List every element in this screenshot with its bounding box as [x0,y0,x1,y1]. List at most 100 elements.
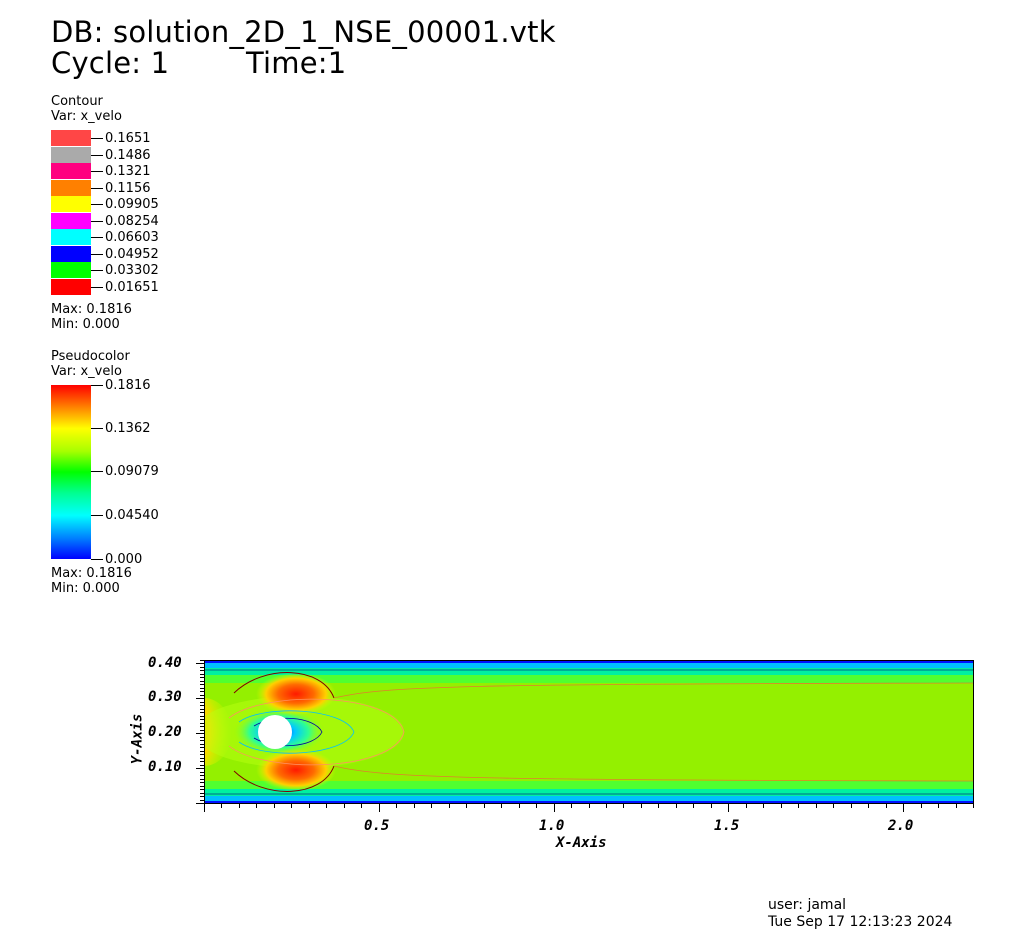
x-minor-tick [746,803,747,808]
pseudocolor-tick [91,471,103,472]
x-tick-label: 2.0 [888,818,914,834]
contour-swatch [51,262,91,278]
cylinder-obstacle [258,715,292,749]
contour-swatch [51,212,91,229]
x-minor-tick [571,803,572,808]
contour-level-label: 0.1156 [105,180,151,196]
y-minor-tick [200,723,204,724]
pseudocolor-tick-label: 0.1362 [105,421,151,436]
x-minor-tick [851,803,852,808]
top-wall-layer [204,675,974,683]
top-wall-layer [204,660,974,663]
contour-tick [91,171,103,172]
contour-tick [91,154,103,156]
y-minor-tick [200,719,204,720]
x-minor-tick [396,803,397,808]
contour-level-label: 0.03302 [105,263,159,278]
contour-swatch [51,196,91,212]
contour-level-label: 0.06603 [105,230,159,245]
y-minor-tick [200,691,204,692]
y-minor-tick [200,772,204,773]
pseudocolor-tick [91,428,103,429]
y-major-tick [196,698,204,699]
pseudocolor-tick-label: 0.1816 [105,378,151,393]
y-minor-tick [200,695,204,696]
x-minor-tick [466,803,467,808]
x-tick-label: 0.5 [364,818,390,834]
x-minor-tick [676,803,677,808]
y-minor-tick [200,775,204,776]
y-tick-label: 0.10 [148,759,182,775]
contour-swatch [51,163,91,179]
contour-line [333,682,974,699]
y-minor-tick [200,758,204,759]
contour-level-label: 0.1486 [105,147,151,163]
contour-legend-min: Min: 0.000 [51,317,120,332]
y-minor-tick [200,670,204,671]
y-minor-tick [200,765,204,766]
top-wall-layer [204,668,974,675]
contour-legend-title: Contour [51,94,103,109]
x-minor-tick [798,803,799,808]
y-minor-tick [200,667,204,668]
y-minor-tick [200,744,204,745]
x-major-tick [554,803,555,812]
timestamp-label: Tue Sep 17 12:13:23 2024 [768,914,953,930]
contour-swatch [51,146,91,163]
contour-line [233,672,335,699]
contour-level-label: 0.04952 [105,246,159,262]
y-minor-tick [200,660,204,661]
contour-swatch [51,245,91,262]
x-minor-tick [973,803,974,808]
y-minor-tick [200,779,204,780]
contour-tick [91,187,103,189]
pseudocolor-tick [91,559,103,560]
y-tick-label: 0.30 [148,689,182,705]
y-minor-tick [200,709,204,710]
contour-tick [91,270,103,271]
pseudocolor-legend-max: Max: 0.1816 [51,566,132,581]
y-minor-tick [200,740,204,741]
pseudocolor-tick [91,385,103,386]
y-minor-tick [200,747,204,748]
x-minor-tick [309,803,310,808]
bottom-wall-layer [204,781,974,789]
x-minor-tick [326,803,327,808]
x-minor-tick [589,803,590,808]
x-tick-label: 1.0 [539,818,565,834]
y-minor-tick [200,726,204,727]
y-minor-tick [200,688,204,689]
contour-line [228,698,405,766]
pseudocolor-tick [91,515,103,516]
x-minor-tick [868,803,869,808]
y-minor-tick [200,705,204,706]
pseudocolor-tick-label: 0.09079 [105,464,159,479]
contour-swatch [51,179,91,196]
x-minor-tick [501,803,502,808]
y-axis-title: Y-Axis [129,713,146,765]
x-major-tick [728,803,729,812]
y-minor-tick [200,730,204,731]
x-minor-tick [938,803,939,808]
y-minor-tick [200,789,204,790]
x-minor-tick [431,803,432,808]
time-label: Time:1 [246,46,347,80]
x-minor-tick [886,803,887,808]
cycle-label: Cycle: 1 [51,46,170,80]
y-major-tick [196,768,204,769]
y-minor-tick [200,684,204,685]
x-minor-tick [606,803,607,808]
x-minor-tick [256,803,257,808]
y-minor-tick [200,800,204,801]
contour-line [238,710,355,754]
x-minor-tick [484,803,485,808]
x-minor-tick [361,803,362,808]
x-minor-tick [781,803,782,808]
pseudocolor-tick-label: 0.04540 [105,508,159,523]
x-axis-title: X-Axis [556,835,607,851]
pseudocolor-legend-title: Pseudocolor [51,349,130,364]
x-minor-tick [449,803,450,808]
upper-jet-lobe [256,673,336,715]
pseudocolor-gradient-bar [51,385,91,559]
x-tick-label: 1.5 [714,818,740,834]
